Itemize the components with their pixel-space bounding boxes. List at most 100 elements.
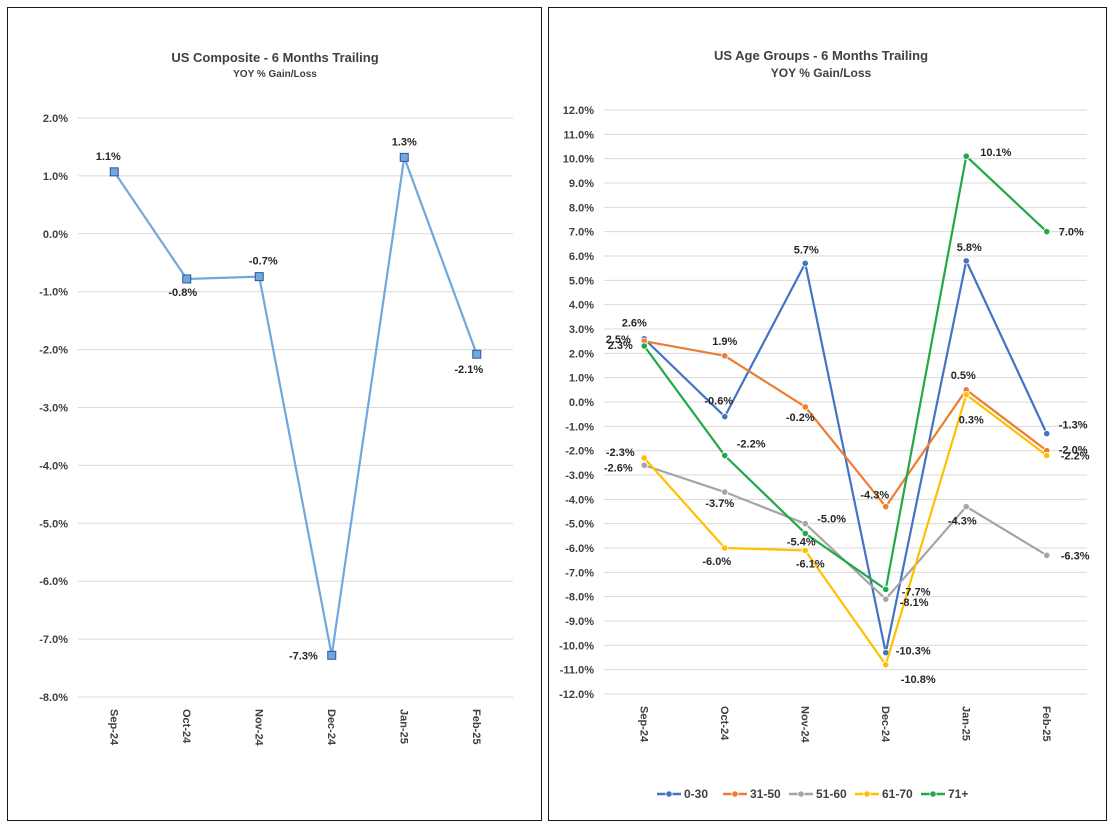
data-point [801,520,809,528]
data-point [472,349,482,359]
data-label: 10.1% [980,147,1011,159]
x-tick-label: Feb-25 [470,709,482,744]
data-label: -3.7% [705,498,734,510]
data-point [882,503,890,511]
y-tick-label: -1.0% [39,287,68,299]
data-point [327,650,337,660]
data-point [721,451,729,460]
y-tick-label: -10.0% [559,640,594,652]
data-label: -6.3% [1061,550,1090,562]
composite-chart-panel: US Composite - 6 Months Trailing YOY % G… [7,7,542,821]
y-tick-label: -9.0% [565,616,594,628]
x-tick-label: Dec-24 [879,706,891,743]
data-label: 1.1% [96,151,121,163]
age-groups-chart: US Age Groups - 6 Months Trailing YOY % … [559,48,1090,801]
data-point [962,503,970,511]
data-label: -10.8% [901,674,936,686]
x-tick-label: Sep-24 [107,709,119,746]
data-point [721,544,729,552]
legend-item: 61-70 [855,787,913,801]
y-tick-label: -2.0% [565,446,594,458]
series-line [643,464,1048,601]
data-label: -5.4% [787,536,816,548]
series-line [643,392,1048,668]
data-label: -0.2% [786,412,815,424]
legend-label: 51-60 [816,787,847,801]
chart-subtitle: YOY % Gain/Loss [771,66,872,80]
y-tick-label: 2.0% [43,113,68,125]
age-groups-chart-panel: US Age Groups - 6 Months Trailing YOY % … [548,7,1107,821]
data-point [109,167,119,177]
y-tick-label: -11.0% [560,665,594,677]
data-label: -6.1% [796,558,825,570]
data-point [721,352,729,360]
y-tick-label: -8.0% [39,692,68,704]
data-label: -0.6% [704,396,733,408]
legend-marker [863,790,871,798]
y-tick-label: 0.0% [569,397,594,409]
legend-item: 31-50 [723,787,781,801]
y-tick-label: 2.0% [569,348,594,360]
y-tick-label: -7.0% [565,567,594,579]
y-tick-label: 1.0% [43,171,68,183]
y-tick-label: -7.0% [39,634,68,646]
y-tick-label: 8.0% [569,202,594,214]
data-label: -7.3% [289,650,318,662]
data-label: 5.8% [957,242,982,254]
data-point [640,454,648,462]
data-label: -2.2% [1061,451,1090,463]
x-tick-label: Feb-25 [1040,706,1052,741]
legend-label: 71+ [948,787,968,801]
data-point [254,272,264,282]
chart-title: US Age Groups - 6 Months Trailing [714,48,928,63]
series-line [643,154,1048,592]
legend-marker [929,790,937,798]
composite-chart: US Composite - 6 Months Trailing YOY % G… [39,50,513,747]
x-tick-label: Jan-25 [397,709,409,744]
data-label: -4.3% [948,516,977,528]
data-point [962,391,970,399]
data-point [1043,430,1051,438]
legend-item: 71+ [921,787,968,801]
legend-label: 61-70 [882,787,913,801]
data-point [882,661,890,669]
data-label: -8.1% [900,597,929,609]
data-point [962,257,970,265]
legend-label: 31-50 [750,787,781,801]
data-label: 2.5% [606,334,631,346]
data-point [1043,228,1051,236]
y-tick-label: 7.0% [569,227,594,239]
y-tick-label: 6.0% [569,251,594,263]
data-label: -2.0% [1059,445,1088,457]
data-label: -7.7% [902,586,931,598]
data-point [182,274,192,284]
data-point [721,488,729,496]
y-tick-label: 1.0% [569,373,594,385]
data-label: 7.0% [1059,227,1084,239]
data-label: -1.3% [1059,420,1088,432]
legend-marker [731,790,739,798]
data-point [801,529,809,538]
y-tick-label: 12.0% [563,105,594,117]
data-point [882,585,890,593]
data-label: -0.7% [249,256,278,268]
y-tick-label: 4.0% [569,300,594,312]
y-tick-label: 9.0% [569,178,594,190]
data-label: -6.0% [702,556,731,568]
x-tick-label: Oct-24 [718,706,730,741]
y-tick-label: 5.0% [569,275,594,287]
x-tick-label: Dec-24 [325,709,337,746]
y-tick-label: -2.0% [39,345,68,357]
y-tick-label: -5.0% [565,519,594,531]
data-point [801,259,809,267]
data-point [399,152,409,162]
data-point [882,595,890,603]
y-tick-label: 11.0% [563,129,594,141]
data-point [962,152,970,160]
legend-marker [665,790,673,798]
data-point [801,546,809,555]
legend-item: 0-30 [657,787,708,801]
legend-marker [797,790,805,798]
y-tick-label: 0.0% [43,229,68,241]
chart-subtitle: YOY % Gain/Loss [233,69,317,80]
